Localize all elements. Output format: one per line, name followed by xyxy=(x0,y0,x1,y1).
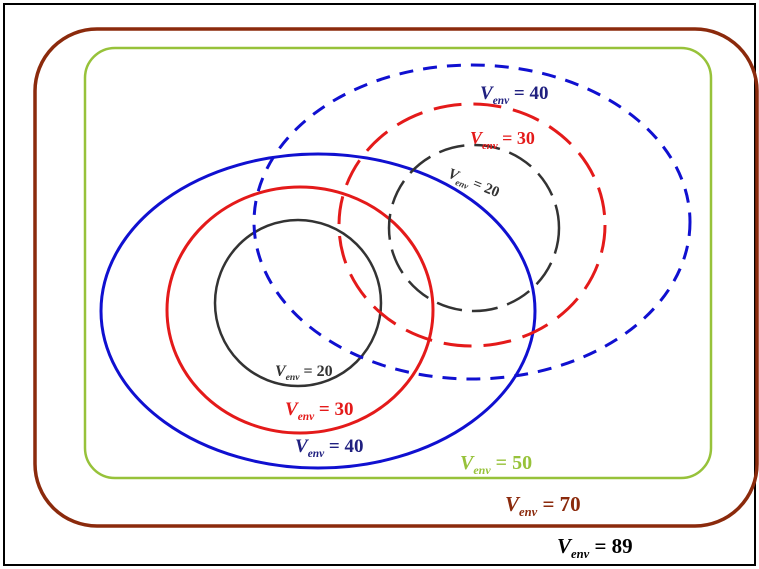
label-dashed-v40: Venv = 40 xyxy=(480,83,548,107)
label-v89: Venv = 89 xyxy=(557,534,633,561)
solid-ellipse-v40 xyxy=(99,152,537,470)
solid-ellipse-v30 xyxy=(165,185,435,435)
dashed-ellipse-v40 xyxy=(252,63,692,381)
label-dashed-v30: Venv = 30 xyxy=(470,128,535,152)
label-solid-v30: Venv = 30 xyxy=(285,399,353,423)
label-v50: Venv = 50 xyxy=(460,452,532,477)
label-dashed-v20: Venv = 20 xyxy=(445,166,502,203)
solid-circle-v20 xyxy=(213,218,383,388)
label-solid-v20: Venv = 20 xyxy=(275,363,333,383)
dashed-circle-v20 xyxy=(387,143,561,313)
outer-frame-v89 xyxy=(3,3,756,566)
region-v70-rect xyxy=(33,27,759,528)
dashed-ellipse-v30 xyxy=(337,102,607,348)
label-solid-v40: Venv = 40 xyxy=(295,436,363,460)
region-v50-rect xyxy=(83,46,713,480)
label-v70: Venv = 70 xyxy=(505,492,581,519)
